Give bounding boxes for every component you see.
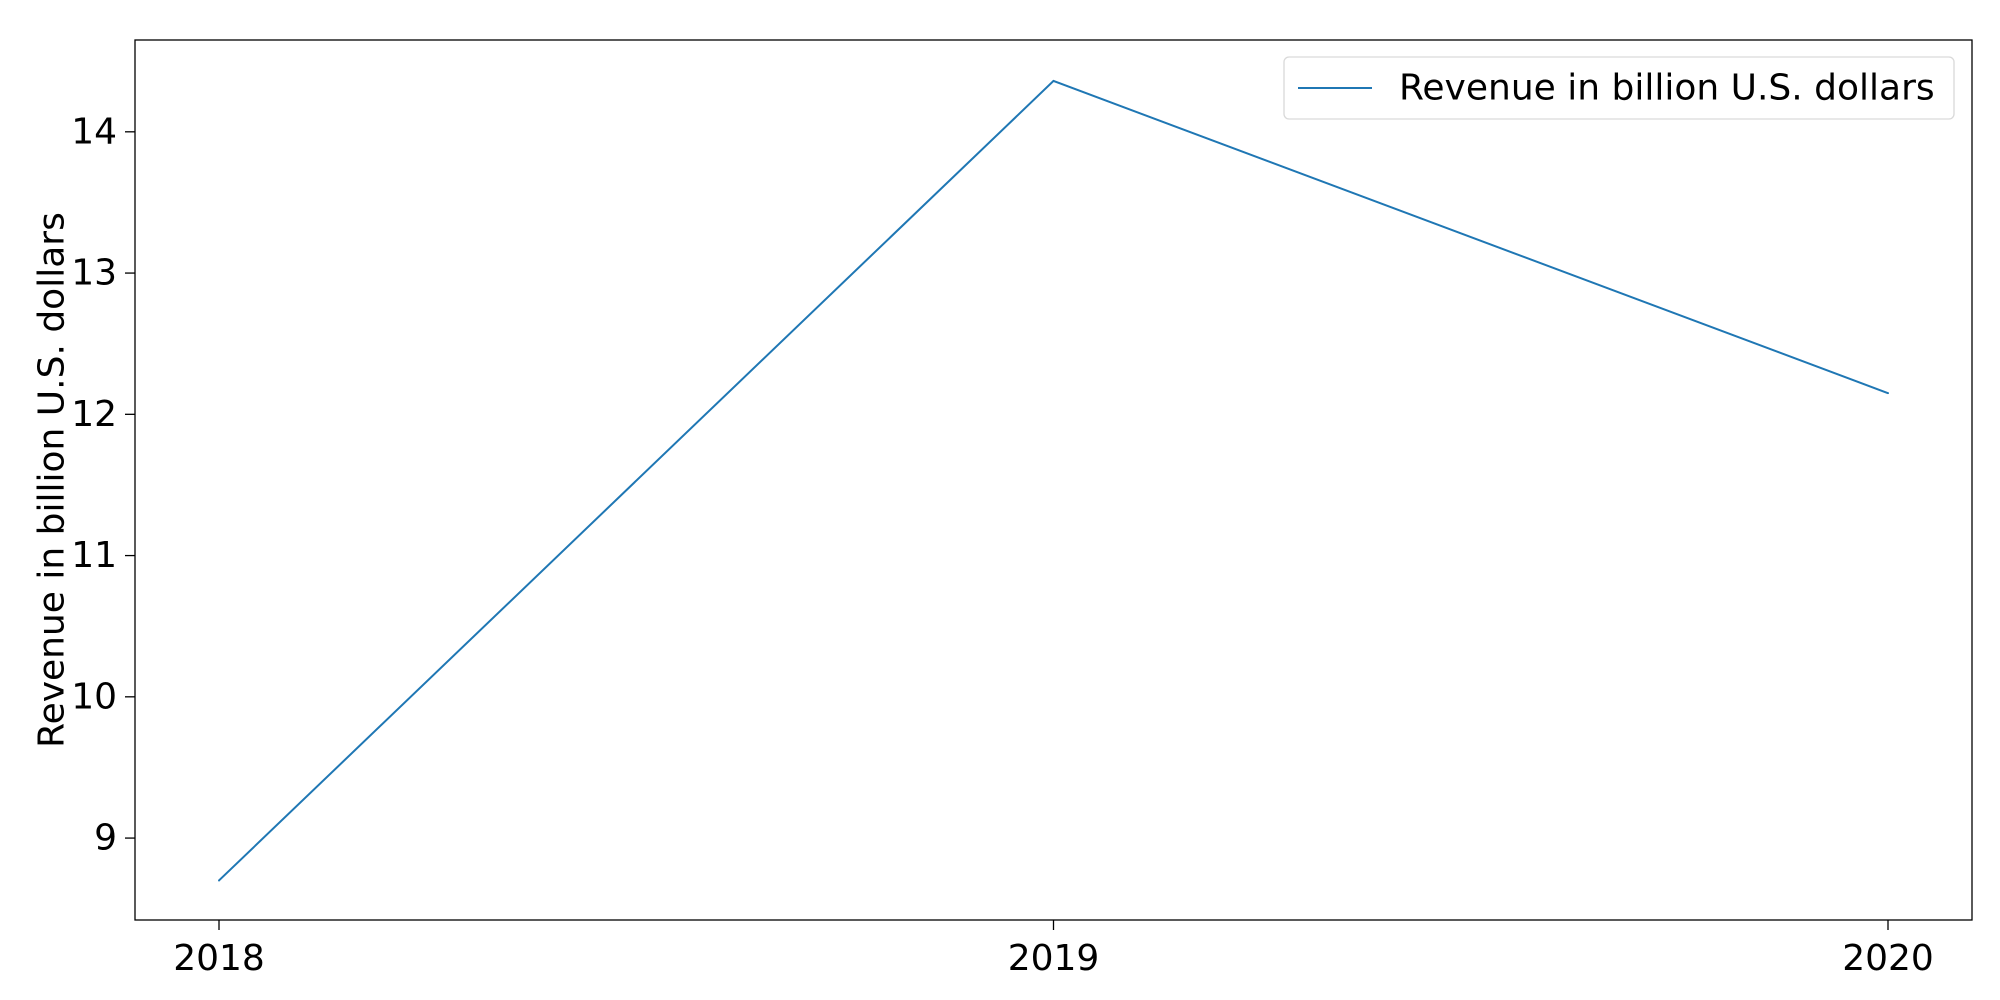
series-line <box>218 79 1889 882</box>
x-axis: 2018 2019 2020 <box>173 920 1934 979</box>
legend-label: Revenue in billion U.S. dollars <box>1399 68 1935 109</box>
x-tick-label: 2018 <box>173 938 265 979</box>
data-point <box>218 879 220 882</box>
x-tick-label: 2020 <box>1842 938 1934 979</box>
data-point <box>1887 392 1889 395</box>
legend-box <box>1283 56 1955 120</box>
series-layer <box>218 79 1889 882</box>
y-tick-label: 11 <box>71 535 117 576</box>
y-axis: 9 10 11 12 13 14 <box>71 111 135 859</box>
x-tick-label: 2019 <box>1008 938 1100 979</box>
y-tick-label: 10 <box>71 676 117 717</box>
plot-area <box>134 39 1973 921</box>
y-tick-label: 13 <box>71 253 117 294</box>
y-tick-label: 14 <box>71 111 117 152</box>
y-tick-label: 12 <box>71 394 117 435</box>
data-point <box>1052 79 1055 82</box>
y-axis-title: Revenue in billion U.S. dollars <box>32 212 73 748</box>
legend: Revenue in billion U.S. dollars <box>1283 56 1955 120</box>
y-tick-label: 9 <box>94 818 117 859</box>
